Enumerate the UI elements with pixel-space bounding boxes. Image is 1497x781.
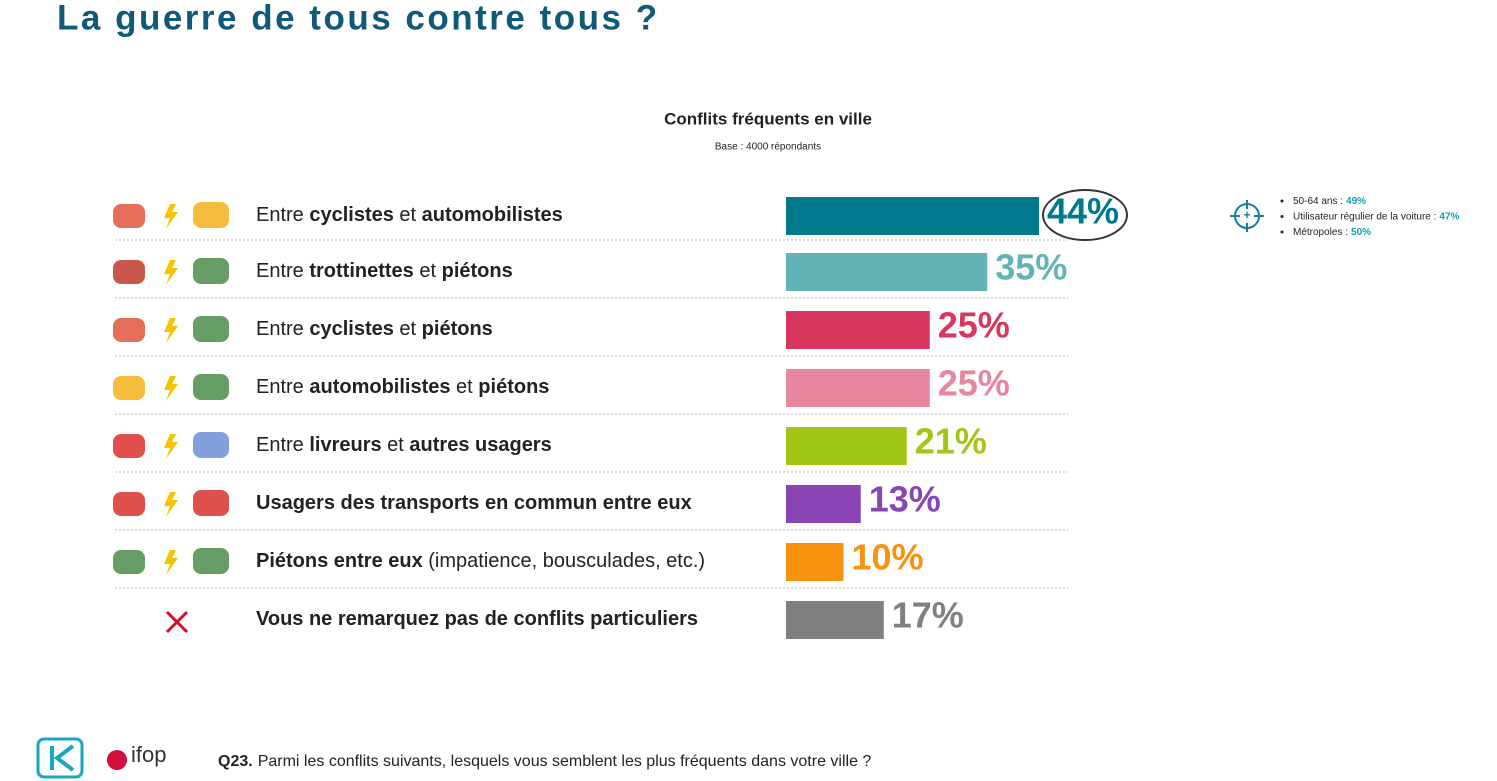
category-segment: piétons [478,376,549,398]
category-segment: Entre [256,260,309,282]
value-label: 44% [1047,191,1119,232]
lightning-icon [164,204,178,229]
bar [786,543,844,581]
ifop-dot [107,750,127,770]
icon [113,260,145,284]
value-label: 10% [852,537,924,578]
category-segment: piétons [422,318,493,340]
cross-icon [165,610,189,634]
category-segment: Usagers des transports en commun entre e… [256,492,692,514]
bar [786,369,930,407]
category-label: Entre trottinettes et piétons [256,260,513,282]
category-segment: et [451,376,479,398]
lightning-icon [164,260,178,285]
value-label: 25% [938,363,1010,404]
annotation-value: 49% [1346,196,1366,207]
category-segment: et [382,434,410,456]
category-segment: piétons [442,260,513,282]
bar [786,253,988,291]
value-label: 25% [938,305,1010,346]
category-segment: livreurs [309,434,381,456]
category-label: Entre cyclistes et piétons [256,318,493,340]
category-segment: et [414,260,442,282]
bar [786,485,861,523]
category-segment: Piétons entre eux [256,550,423,572]
chart-title: Conflits fréquents en ville [664,109,872,128]
lightning-icon [164,492,178,517]
annotation: 50-64 ans :49% [1293,196,1366,207]
question-text: Parmi les conflits suivants, lesquels vo… [258,753,872,770]
annotation-label: Métropoles : [1293,227,1348,238]
bar [786,311,930,349]
icon [113,434,145,458]
icon [193,316,229,342]
icon [193,548,229,574]
highlight-circle [1042,189,1128,241]
category-segment: Vous ne remarquez pas de conflits partic… [256,608,698,630]
value-label: 17% [892,595,964,636]
page-title: La guerre de tous contre tous ? [57,0,660,37]
bullet [1280,230,1284,234]
bar [786,427,907,465]
category-segment: automobilistes [309,376,450,398]
category-label: Entre livreurs et autres usagers [256,434,552,456]
lightning-icon [164,376,178,401]
category-segment: cyclistes [309,318,394,340]
lightning-icon [164,550,178,575]
icon [113,204,145,228]
category-label: Piétons entre eux (impatience, bousculad… [256,550,705,572]
category-segment: autres usagers [409,434,551,456]
category-label: Entre automobilistes et piétons [256,376,549,398]
annotation-value: 47% [1439,211,1459,222]
icon [193,258,229,284]
category-label: Entre cyclistes et automobilistes [256,204,563,226]
icon [113,550,145,574]
category-segment: et [394,204,422,226]
value-label: 35% [995,247,1067,288]
icon [113,376,145,400]
category-segment: cyclistes [309,204,394,226]
bar [786,197,1039,235]
annotation-label: Utilisateur régulier de la voiture : [1293,211,1436,222]
lightning-icon [164,434,178,459]
target-icon: + [1230,200,1264,232]
k-logo [36,737,84,779]
annotation-label: 50-64 ans : [1293,196,1343,207]
category-segment: Entre [256,318,309,340]
annotation: Utilisateur régulier de la voiture :47% [1293,211,1460,222]
category-segment: automobilistes [422,204,563,226]
icon [193,202,229,228]
icon [113,318,145,342]
category-label: Vous ne remarquez pas de conflits partic… [256,608,698,630]
category-segment: (impatience, bousculades, etc.) [423,550,705,572]
ifop-logo: ifop [131,742,166,767]
category-segment: Entre [256,434,309,456]
value-label: 13% [869,479,941,520]
category-segment: et [394,318,422,340]
annotation: Métropoles :50% [1293,227,1371,238]
chart-subtitle: Base : 4000 répondants [715,142,821,153]
question-number: Q23. [218,753,253,770]
value-label: 21% [915,421,987,462]
category-segment: Entre [256,204,309,226]
category-segment: Entre [256,376,309,398]
bullet [1280,199,1284,203]
footer-question: Q23. Parmi les conflits suivants, lesquel… [218,753,871,770]
icon [193,374,229,400]
category-segment: trottinettes [309,260,413,282]
annotation-value: 50% [1351,227,1371,238]
icon [193,432,229,458]
category-label: Usagers des transports en commun entre e… [256,492,692,514]
bar [786,601,884,639]
lightning-icon [164,318,178,343]
icon [113,492,145,516]
bullet [1280,215,1284,218]
svg-text:+: + [1243,208,1250,222]
icon [193,490,229,516]
